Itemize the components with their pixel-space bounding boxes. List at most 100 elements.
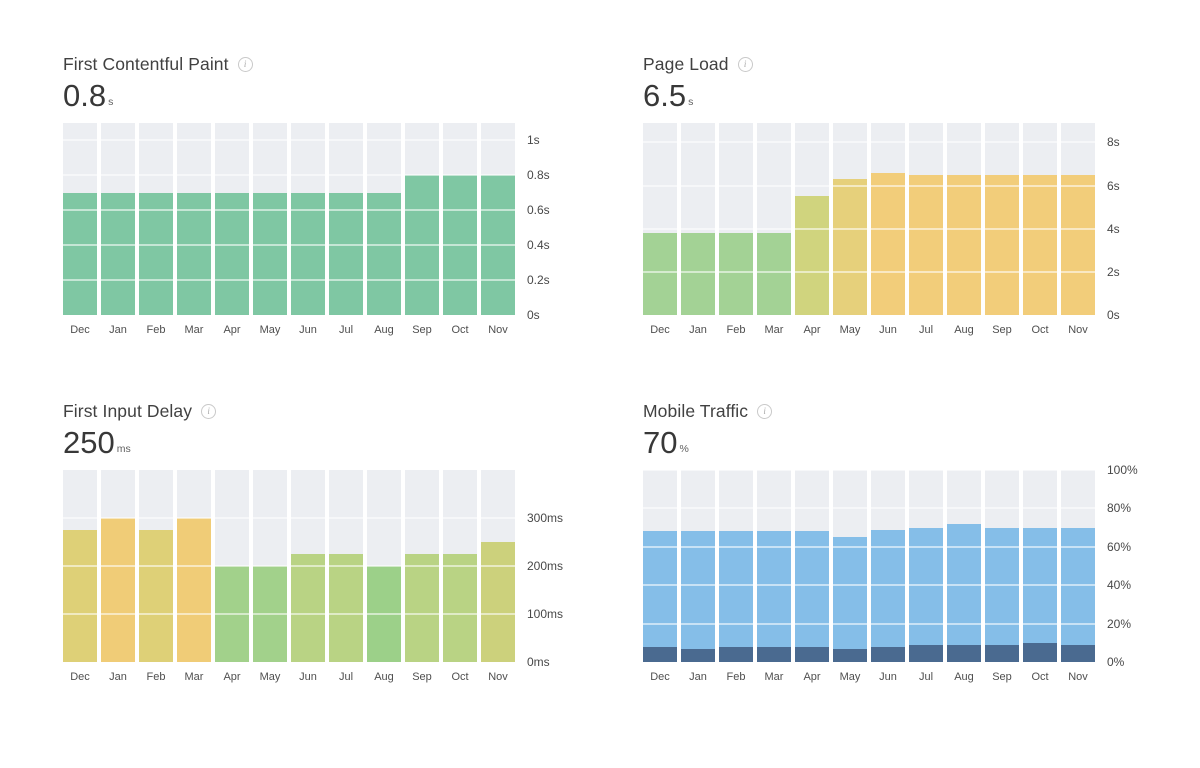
chart-card-page-load: Page Load i 6.5 s 0s 2s 4s 6s 8s Dec Jan Feb Ma… [643,53,1200,336]
bar-column-nov[interactable] [481,470,515,662]
plot-area: 0s 0.2s 0.4s 0.6s 0.8s 1s [63,123,550,321]
x-tick-label: Jan [109,671,127,683]
bar-column-may[interactable] [833,470,867,662]
bar-column-apr[interactable] [795,123,829,315]
bar [1023,174,1057,315]
metric-unit: s [108,96,114,108]
bar-column-sep[interactable] [405,470,439,662]
bar-column-nov[interactable] [1061,470,1095,662]
x-tick-label: Dec [650,324,670,336]
bar-column-jul[interactable] [329,123,363,315]
bar-column-oct[interactable] [443,123,477,315]
bar-column-jul[interactable] [329,470,363,662]
bar-column-apr[interactable] [215,123,249,315]
x-tick-label: Aug [954,324,974,336]
bar-column-may[interactable] [833,123,867,315]
bar-column-nov[interactable] [481,123,515,315]
bar [63,192,97,315]
info-icon[interactable]: i [737,57,753,72]
stacked-bar-chart-mobile-traffic: 0% 20% 40% 60% 80% 100% Dec Jan Feb Mar Apr May Jun… [643,464,1200,683]
bar-column-jan[interactable] [101,123,135,315]
bar [215,192,249,315]
x-tick-label: May [839,324,861,336]
bar-column-jul[interactable] [909,470,943,662]
bar-column-sep[interactable] [985,123,1019,315]
bar [139,530,173,662]
chart-card-mobile-traffic: Mobile Traffic i 70 % 0% 20% 40% 60% 80% 100%… [643,400,1200,683]
x-tick-label: Sep [412,671,432,683]
bar-column-jun[interactable] [291,123,325,315]
metric: 250 ms [63,424,623,458]
x-tick-label: Dec [70,324,90,336]
bar-column-aug[interactable] [947,123,981,315]
bar-chart-first-input-delay: 0ms 100ms 200ms 300ms Dec Jan Feb Mar Apr May Jun… [63,470,623,683]
card-header: First Contentful Paint i [63,53,623,75]
bar [909,174,943,315]
bar-column-feb[interactable] [719,123,753,315]
bar-segment-dark [985,644,1019,662]
info-icon[interactable]: i [237,57,253,72]
bar-column-feb[interactable] [719,470,753,662]
bar-column-jan[interactable] [681,470,715,662]
metric-value: 250 [63,425,115,460]
x-tick-label: Jun [879,324,897,336]
info-icon[interactable]: i [201,404,217,419]
bar-column-nov[interactable] [1061,123,1095,315]
card-header: Page Load i [643,53,1200,75]
bar-segment-light [681,531,715,649]
bar-segment-dark [1061,644,1095,662]
bar [681,233,715,315]
bar-column-apr[interactable] [795,470,829,662]
plot-area: 0% 20% 40% 60% 80% 100% [643,464,1138,668]
bar-column-jun[interactable] [291,470,325,662]
x-tick-label: Jan [109,324,127,336]
info-icon[interactable]: i [757,404,773,419]
bar-column-dec[interactable] [63,123,97,315]
x-tick-label: Jan [689,324,707,336]
bar-column-apr[interactable] [215,470,249,662]
y-tick-label: 40% [1107,578,1132,593]
bar [833,179,867,315]
bar [719,233,753,315]
bar-column-aug[interactable] [367,123,401,315]
bar-column-jan[interactable] [681,123,715,315]
bar-column-jan[interactable] [101,470,135,662]
bar-column-feb[interactable] [139,470,173,662]
bar-column-mar[interactable] [177,123,211,315]
bar-column-dec[interactable] [643,123,677,315]
bar-column-aug[interactable] [947,470,981,662]
bar [101,518,135,662]
bar-segment-dark [909,644,943,662]
metric: 70 % [643,424,1200,458]
bar-column-oct[interactable] [1023,123,1057,315]
bar-column-may[interactable] [253,123,287,315]
x-tick-label: Nov [1068,324,1088,336]
bar-column-jun[interactable] [871,123,905,315]
bar-column-jun[interactable] [871,470,905,662]
bar-column-oct[interactable] [1023,470,1057,662]
bar-column-dec[interactable] [643,470,677,662]
bar [757,233,791,315]
bar-column-mar[interactable] [177,470,211,662]
x-tick-label: Apr [223,324,241,336]
bar-column-mar[interactable] [757,123,791,315]
chart-card-first-input-delay: First Input Delay i 250 ms 0ms 100ms 200ms… [63,400,623,683]
bar [367,192,401,315]
bar-column-aug[interactable] [367,470,401,662]
bar-column-oct[interactable] [443,470,477,662]
bar-segment-light [985,527,1019,645]
metric-value: 6.5 [643,78,687,113]
bar-column-feb[interactable] [139,123,173,315]
bar-segment-dark [643,646,677,662]
bar-column-jul[interactable] [909,123,943,315]
y-tick-label: 20% [1107,616,1132,631]
x-tick-label: Nov [488,324,508,336]
bar [329,554,363,662]
bar-column-may[interactable] [253,470,287,662]
bar-column-sep[interactable] [405,123,439,315]
bar-column-sep[interactable] [985,470,1019,662]
bar-column-mar[interactable] [757,470,791,662]
bar-column-dec[interactable] [63,470,97,662]
bar [481,542,515,662]
